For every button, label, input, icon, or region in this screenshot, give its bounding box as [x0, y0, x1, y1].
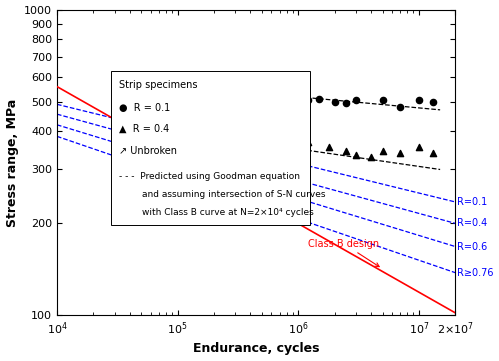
Point [304, 139, 312, 144]
Point [429, 150, 437, 156]
Text: ●  R = 0.1: ● R = 0.1 [119, 103, 170, 113]
Text: and assuming intersection of S-N curves: and assuming intersection of S-N curves [119, 190, 325, 199]
Point [222, 88, 230, 94]
Point [315, 96, 323, 102]
Point [396, 104, 404, 110]
X-axis label: Endurance, cycles: Endurance, cycles [193, 343, 319, 356]
Point [231, 137, 239, 143]
Point [282, 142, 290, 148]
Point [396, 150, 404, 156]
Text: - - -  Predicted using Goodman equation: - - - Predicted using Goodman equation [119, 172, 300, 180]
Point [342, 148, 350, 154]
Point [246, 91, 254, 97]
Point [415, 97, 423, 103]
Point [275, 87, 283, 93]
Text: with Class B curve at N=2×10⁴ cycles: with Class B curve at N=2×10⁴ cycles [119, 208, 313, 217]
Point [267, 93, 275, 99]
Point [379, 97, 387, 103]
Text: R≥0.76: R≥0.76 [457, 268, 494, 278]
Point [183, 81, 191, 87]
Point [267, 140, 275, 146]
Text: ▲  R = 0.4: ▲ R = 0.4 [119, 124, 169, 134]
Text: R=0.6: R=0.6 [457, 242, 487, 252]
Text: R=0.1: R=0.1 [457, 197, 487, 207]
Point [352, 97, 360, 103]
Point [367, 154, 375, 160]
Point [246, 139, 254, 144]
Point [415, 144, 423, 150]
Text: Class B design: Class B design [308, 239, 379, 267]
Point [231, 90, 239, 96]
Point [342, 100, 350, 106]
Point [379, 148, 387, 154]
Point [304, 97, 312, 103]
Point [429, 99, 437, 105]
Y-axis label: Stress range, MPa: Stress range, MPa [5, 98, 18, 227]
Point [195, 84, 203, 90]
Point [352, 152, 360, 158]
Point [258, 92, 266, 98]
Point [210, 87, 218, 93]
Point [282, 95, 290, 101]
Text: Strip specimens: Strip specimens [119, 80, 197, 90]
FancyBboxPatch shape [111, 71, 310, 225]
Text: ↗ Unbroken: ↗ Unbroken [119, 146, 177, 156]
Text: R=0.4: R=0.4 [457, 218, 487, 229]
Point [325, 144, 333, 150]
Point [330, 99, 338, 105]
